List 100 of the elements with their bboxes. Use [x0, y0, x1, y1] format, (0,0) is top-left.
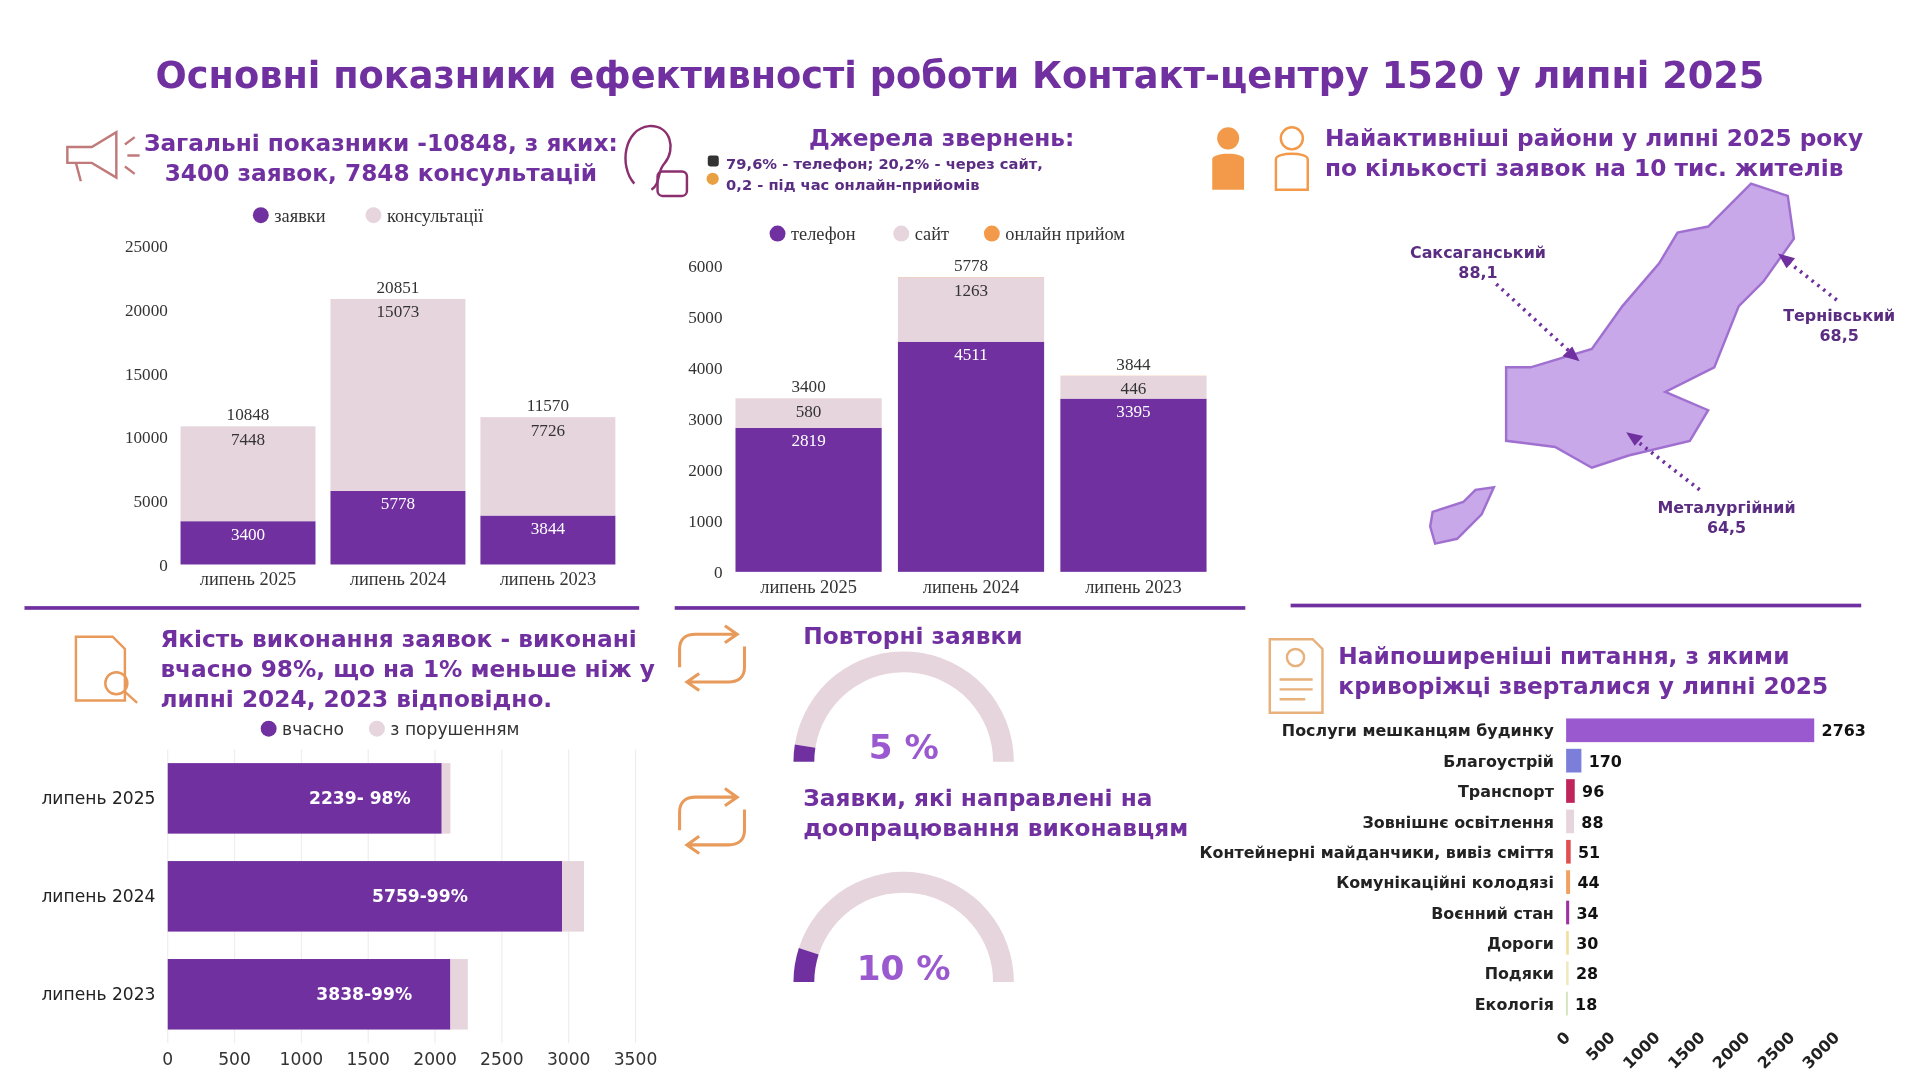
data-label: 34 — [1576, 903, 1599, 923]
legend-label: телефон — [791, 224, 856, 244]
data-label: 1263 — [953, 280, 989, 300]
x-tick-label: 3500 — [613, 1049, 658, 1070]
text: Найактивніші райони у липні 2025 року по кількості заявок на 10 тис. жителів — [1324, 123, 1864, 181]
y-tick-label: Контейнерні майданчики, вивіз сміття — [1199, 842, 1554, 862]
data-label: 2763 — [1821, 721, 1866, 741]
legend-label: сайт — [914, 224, 950, 244]
data-label: 5778 — [380, 494, 416, 514]
x-tick-label: липень 2024 — [922, 576, 1020, 597]
y-tick-label: 3000 — [688, 409, 723, 429]
chart-title: Найпоширеніші питання, з якими криворіжці зверталися у липні 2025 — [1338, 641, 1829, 699]
y-tick-label: 0 — [159, 555, 168, 575]
bar — [441, 763, 451, 834]
y-tick-label: Подяки — [1484, 964, 1554, 984]
y-tick-label: липень 2025 — [41, 788, 156, 809]
text: Саксаганський 88,1 — [1409, 243, 1546, 283]
y-tick-label: 1000 — [688, 511, 723, 531]
y-tick-label: Послуги мешканцям будинку — [1281, 721, 1555, 741]
annotation: 5759-99% — [372, 886, 468, 907]
bar — [897, 277, 1045, 342]
text: Основні показники ефективності роботи Контакт-центру 1520 у липні 2025 — [155, 54, 1765, 98]
bar — [167, 861, 563, 932]
y-tick-label: Благоустрій — [1443, 751, 1554, 771]
x-tick-label: 1000 — [279, 1049, 324, 1070]
y-tick-label: 5000 — [688, 307, 723, 327]
y-tick-label: липень 2024 — [41, 886, 156, 907]
data-label: 96 — [1582, 782, 1605, 802]
chart-subtitle: 79,6% - телефон; 20,2% - через сайт, 0,2 - під час онлайн-прийомів — [726, 154, 1043, 193]
data-label: 3844 — [530, 518, 566, 538]
x-tick-label: 3000 — [546, 1049, 591, 1070]
data-label: 44 — [1577, 873, 1600, 893]
chart-title: Повторні заявки — [803, 622, 1023, 650]
bar — [735, 428, 882, 572]
bar — [180, 521, 316, 565]
x-tick-label: липень 2025 — [199, 569, 297, 590]
data-label: 2819 — [791, 431, 826, 451]
total-label: 3400 — [791, 377, 826, 397]
total-label: 20851 — [376, 277, 420, 297]
y-tick-label: Транспорт — [1457, 782, 1555, 802]
legend-label: онлайн прийом — [1005, 224, 1126, 244]
text: Тернівський 68,5 — [1783, 305, 1896, 345]
bar — [480, 515, 616, 565]
x-tick-label: 1500 — [346, 1049, 391, 1070]
annotation: 3838-99% — [316, 984, 413, 1005]
bar — [1060, 375, 1207, 399]
chart-title: Загальні показники -10848, з яких: 3400 заявок, 7848 консультацій — [143, 128, 618, 186]
bar — [330, 298, 466, 491]
total-label: 10848 — [226, 405, 270, 425]
bar — [735, 398, 882, 429]
y-tick-label: Воєнний стан — [1431, 903, 1554, 923]
bar — [480, 417, 616, 516]
data-label: 4511 — [954, 345, 988, 365]
y-tick-label: 4000 — [688, 358, 723, 378]
data-label: 446 — [1120, 379, 1147, 399]
annotation: 2239- 98% — [308, 788, 411, 809]
y-tick-label: Комунікаційні колодязі — [1336, 873, 1554, 893]
y-tick-label: Екологія — [1474, 994, 1554, 1014]
x-tick-label: липень 2023 — [499, 569, 597, 590]
data-label: 7726 — [530, 420, 566, 440]
bar — [450, 959, 468, 1030]
legend-label: консультації — [386, 205, 485, 226]
bar — [330, 490, 466, 565]
x-tick-label: липень 2023 — [1085, 576, 1182, 597]
bar — [180, 426, 316, 522]
data-label: 3395 — [1116, 401, 1151, 421]
text: Металургійний 64,5 — [1657, 498, 1796, 537]
chart-title: Джерела звернень: — [808, 123, 1075, 151]
y-tick-label: 6000 — [688, 256, 723, 276]
data-label: 18 — [1575, 994, 1598, 1014]
text: 5 % — [868, 727, 939, 768]
legend-label: вчасно — [282, 718, 344, 739]
y-tick-label: 20000 — [124, 300, 168, 320]
data-label: 170 — [1588, 751, 1622, 771]
bar — [562, 861, 585, 932]
data-label: 7448 — [230, 429, 266, 449]
x-tick-label: 500 — [218, 1049, 251, 1070]
x-tick-label: 2000 — [413, 1049, 457, 1070]
y-tick-label: 10000 — [124, 428, 168, 448]
x-tick-label: 2500 — [480, 1049, 524, 1070]
x-tick-label: липень 2025 — [760, 576, 857, 597]
y-tick-label: Дороги — [1487, 933, 1554, 953]
bar — [897, 341, 1045, 572]
bar — [167, 959, 451, 1030]
data-label: 580 — [795, 401, 822, 421]
data-label: 51 — [1578, 842, 1601, 862]
data-label: 30 — [1576, 933, 1599, 953]
data-label: 28 — [1575, 964, 1599, 984]
text: 10 % — [856, 947, 951, 988]
chart-title: Якість виконання заявок - виконані вчасно 98%, що на 1% меньше ніж у липні 2024, 2023 відповідно. — [160, 624, 655, 713]
y-tick-label: 25000 — [124, 237, 168, 257]
total-label: 3844 — [1116, 354, 1152, 374]
legend-label: з порушенням — [390, 718, 520, 739]
y-tick-label: 2000 — [688, 460, 723, 480]
y-tick-label: Зовнішнє освітлення — [1362, 812, 1554, 832]
data-label: 3400 — [230, 524, 266, 544]
data-label: 15073 — [376, 302, 420, 322]
x-tick-label: липень 2024 — [349, 569, 447, 590]
total-label: 5778 — [953, 255, 989, 275]
x-tick-label: 0 — [1552, 1027, 1574, 1050]
